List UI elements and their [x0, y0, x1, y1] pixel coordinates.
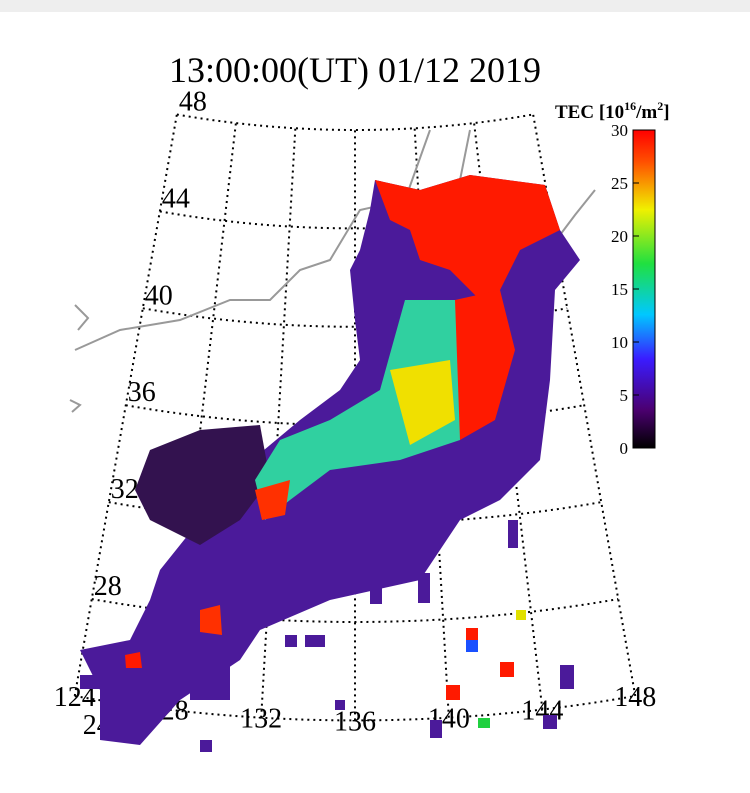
colorbar-tick-label: 5	[620, 386, 629, 405]
label-part: TEC [10	[555, 102, 624, 123]
longitude-line	[260, 128, 297, 718]
colorbar-tick-label: 20	[611, 227, 628, 246]
label-exponent: 2	[657, 99, 663, 113]
longitude-label: 148	[614, 682, 656, 713]
label-part: /m	[635, 102, 657, 123]
latitude-line	[91, 598, 619, 624]
colorbar-tick-label: 0	[620, 439, 629, 458]
top-bar	[0, 0, 750, 12]
longitude-label: 136	[334, 706, 376, 737]
title: 13:00:00(UT) 01/12 2019	[169, 50, 541, 90]
longitude-line	[73, 114, 178, 697]
latitude-label: 48	[179, 86, 207, 117]
latitude-label: 32	[111, 474, 139, 505]
latitude-line	[176, 113, 534, 132]
longitude-line	[166, 122, 237, 710]
colorbar-label: TEC [1016/m2]	[555, 99, 670, 123]
latitude-label: 28	[94, 571, 122, 602]
colorbar-tick-label: 25	[611, 174, 628, 193]
label-part: ]	[663, 102, 669, 123]
colorbar-tick-label: 10	[611, 333, 628, 352]
longitude-label: 132	[240, 704, 282, 735]
colorbar-tick-label: 15	[611, 280, 628, 299]
latitude-label: 40	[145, 280, 173, 311]
latitude-label: 36	[128, 377, 156, 408]
longitude-label: 144	[521, 696, 563, 727]
label-exponent: 16	[624, 99, 636, 113]
latitude-label: 44	[162, 183, 190, 214]
tec-field	[80, 175, 580, 752]
colorbar-tick-label: 30	[611, 121, 628, 140]
colorbar-axis: 0 5 10 15 20 25 30	[611, 121, 639, 458]
